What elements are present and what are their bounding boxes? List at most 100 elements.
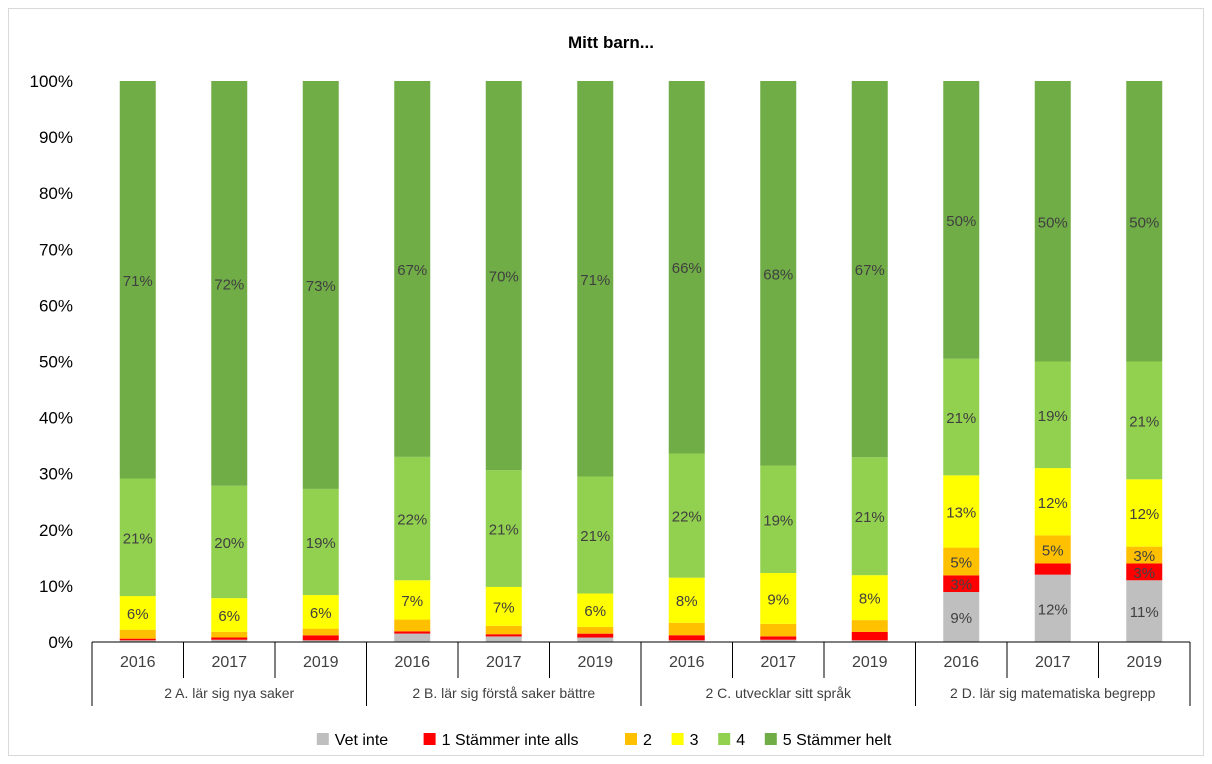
data-label: 19%	[306, 535, 336, 552]
bar-segment	[211, 637, 248, 640]
x-tick-label: 2016	[669, 654, 705, 671]
data-label: 7%	[401, 593, 423, 610]
data-label: 70%	[489, 269, 519, 286]
bar-segment	[943, 358, 980, 476]
bar-segment	[302, 81, 339, 489]
bar-segment	[760, 636, 797, 640]
bar-segment	[302, 488, 339, 596]
data-label: 9%	[767, 591, 789, 608]
data-label: 66%	[672, 260, 702, 277]
data-label: 6%	[218, 608, 240, 625]
data-label: 6%	[310, 605, 332, 622]
data-label: 21%	[855, 509, 885, 526]
data-label: 50%	[1129, 214, 1159, 231]
bar-segment	[760, 639, 797, 642]
legend-label: 4	[736, 732, 745, 749]
data-label: 67%	[397, 262, 427, 279]
bar-segment	[211, 485, 248, 599]
legend-label: 3	[690, 732, 699, 749]
bar-segment	[211, 598, 248, 632]
bar-segment	[851, 631, 888, 641]
data-label: 6%	[584, 603, 606, 620]
data-label: 21%	[489, 522, 519, 539]
x-tick-label: 2017	[211, 654, 247, 671]
bar-segment	[943, 81, 980, 359]
bar-segment	[119, 638, 156, 641]
data-label: 8%	[859, 591, 881, 608]
y-tick-label: 20%	[39, 521, 73, 540]
bar-segment	[851, 575, 888, 621]
data-label: 3%	[1133, 548, 1155, 565]
bar-segment	[485, 625, 522, 635]
y-tick-label: 40%	[39, 409, 73, 428]
bar-segment	[851, 457, 888, 576]
bar-segment	[394, 580, 431, 620]
data-label: 12%	[1038, 495, 1068, 512]
bar-segment	[394, 631, 431, 634]
bar-segment	[1126, 546, 1163, 564]
bar-segment	[1126, 81, 1163, 362]
data-label: 19%	[1038, 408, 1068, 425]
x-tick-label: 2017	[760, 654, 796, 671]
x-axis: 2016 2017 2019 2016 2017 2019 2016 2017 2019 2016…	[91, 641, 1191, 706]
x-tick-label: 2019	[1126, 654, 1162, 671]
x-tick-label: 2016	[120, 654, 156, 671]
bar-segment	[943, 547, 980, 576]
bar-segment	[1034, 563, 1071, 575]
bar-segment	[394, 619, 431, 632]
y-tick-label: 0%	[48, 633, 73, 652]
y-tick-label: 90%	[39, 128, 73, 147]
data-label: 22%	[672, 509, 702, 526]
legend-label: 5 Stämmer helt	[783, 732, 892, 749]
bar-segment	[1034, 81, 1071, 362]
bar-segment	[394, 633, 431, 642]
bar-segment	[302, 640, 339, 642]
legend-swatch	[316, 733, 329, 745]
bar-segment	[577, 476, 614, 594]
data-label: 72%	[214, 276, 244, 293]
data-label: 3%	[1133, 565, 1155, 582]
y-tick-label: 80%	[39, 184, 73, 203]
x-tick-label: 2019	[303, 654, 339, 671]
x-group-label: 2 A. lär sig nya saker	[164, 685, 294, 701]
x-tick-label: 2017	[486, 654, 522, 671]
x-tick-label: 2016	[943, 654, 979, 671]
data-label: 21%	[580, 528, 610, 545]
legend-swatch	[718, 733, 731, 745]
bar-segment	[668, 453, 705, 578]
bar-segment	[668, 577, 705, 623]
bar-segment	[851, 640, 888, 642]
data-label: 13%	[946, 504, 976, 521]
legend-swatch	[625, 733, 637, 745]
data-label: 3%	[950, 577, 972, 594]
x-tick-label: 2019	[577, 654, 613, 671]
y-tick-label: 30%	[39, 465, 73, 484]
bar-segment	[211, 81, 248, 486]
bar-segment	[485, 470, 522, 587]
bar-segment	[394, 456, 431, 581]
data-label: 5%	[1042, 542, 1064, 559]
data-label: 71%	[123, 273, 153, 290]
legend-swatch	[423, 733, 436, 745]
data-label: 22%	[397, 512, 427, 529]
bar-segment	[119, 629, 156, 639]
bar-segment	[668, 622, 705, 636]
bar-segment	[760, 81, 797, 466]
bar-segment	[760, 623, 797, 637]
data-label: 21%	[123, 530, 153, 547]
x-group-label: 2 C. utvecklar sitt språk	[706, 685, 852, 701]
data-label: 8%	[676, 593, 698, 610]
y-tick-label: 100%	[30, 72, 73, 91]
bar-segment	[577, 637, 614, 642]
y-tick-label: 10%	[39, 577, 73, 596]
bar-segment	[485, 636, 522, 642]
bar-segment	[119, 640, 156, 642]
bar-segment	[485, 586, 522, 626]
x-group-label: 2 B. lär sig förstå saker bättre	[412, 685, 595, 701]
bar-segment	[943, 575, 980, 593]
y-tick-label: 50%	[39, 353, 73, 372]
bar-segment	[302, 635, 339, 641]
bar-segment	[577, 626, 614, 634]
data-label: 21%	[946, 410, 976, 427]
